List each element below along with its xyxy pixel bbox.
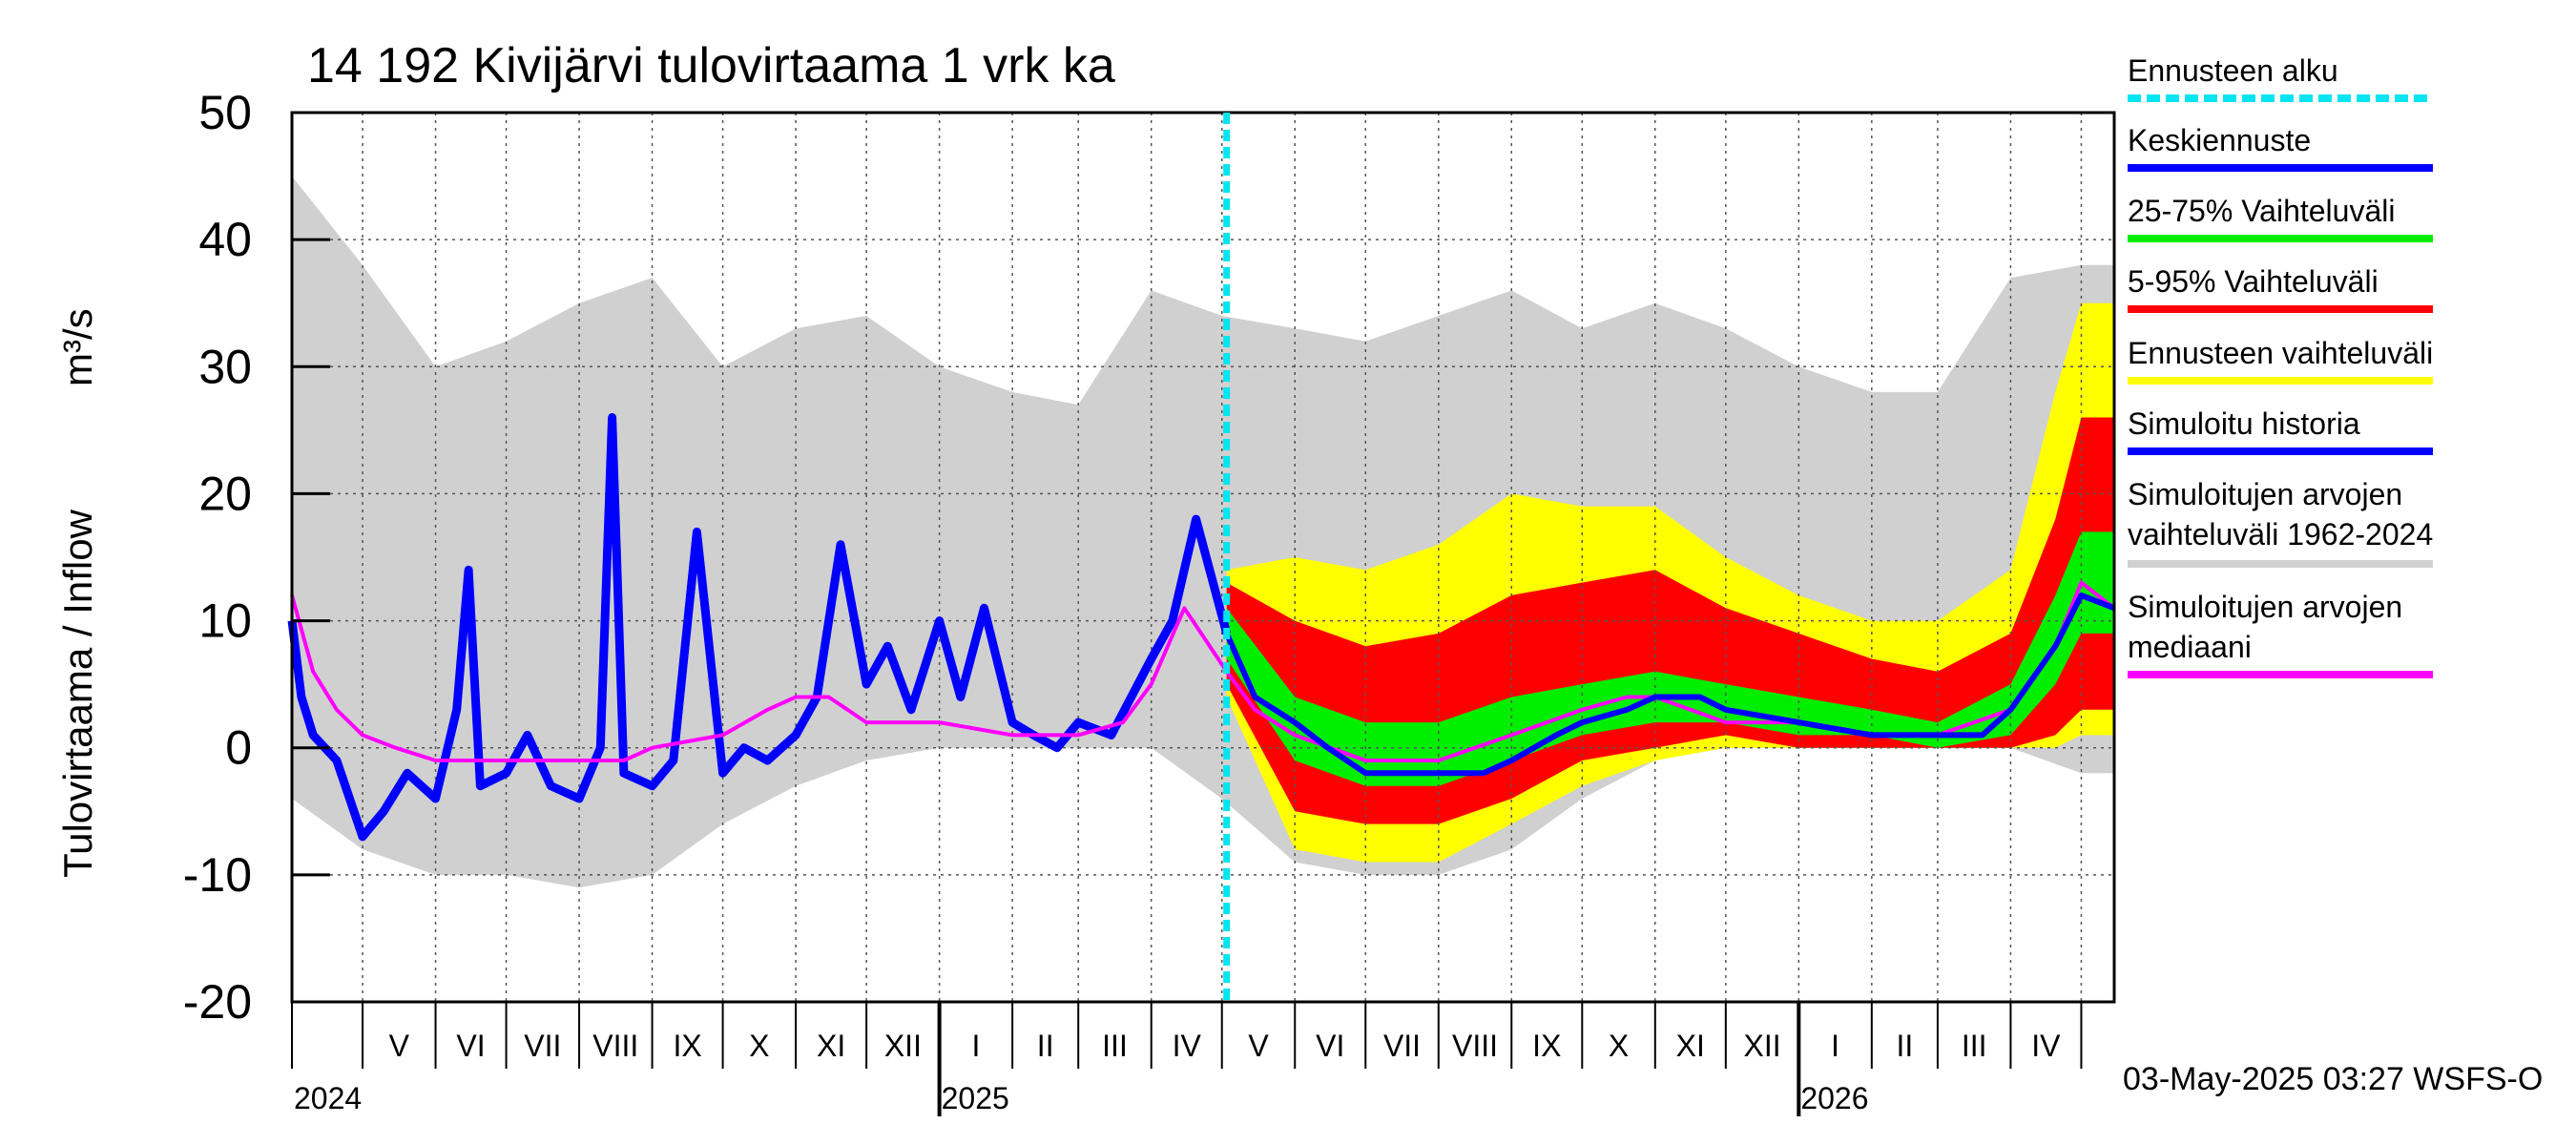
x-month-label: V — [389, 1029, 410, 1063]
x-year-label: 2026 — [1800, 1081, 1868, 1115]
legend-item: Simuloitu historia — [2128, 406, 2433, 455]
band-25-75-vaihteluv-li — [1226, 531, 2114, 786]
chart-title: 14 192 Kivijärvi tulovirtaama 1 vrk ka — [307, 38, 1115, 94]
legend-label: vaihteluväli 1962-2024 — [2128, 517, 2433, 552]
y-tick-label: 50 — [198, 86, 252, 139]
x-month-label: IV — [2031, 1029, 2061, 1063]
x-month-label: IV — [1173, 1029, 1202, 1063]
legend-item: 25-75% Vaihteluväli — [2128, 194, 2433, 242]
x-year-label: 2024 — [294, 1081, 362, 1115]
x-month-label: VI — [1316, 1029, 1344, 1063]
legend-label: mediaani — [2128, 630, 2252, 664]
x-month-label: I — [971, 1029, 980, 1063]
y-tick-label: 40 — [198, 213, 252, 266]
x-month-label: VII — [1383, 1029, 1421, 1063]
x-axis: V VI VII VIII IX X XI XII I II III IV V VI VII VIII IX X X… — [291, 1002, 2083, 1116]
x-month-label: XI — [1676, 1029, 1705, 1063]
x-month-label: V — [1248, 1029, 1269, 1063]
legend-item: Simuloitujen arvojen mediaani — [2128, 590, 2433, 678]
x-month-label: III — [1962, 1029, 1987, 1063]
y-tick-label: -20 — [183, 975, 252, 1029]
footer-timestamp: 03-May-2025 03:27 WSFS-O — [2123, 1061, 2543, 1097]
x-month-label: I — [1831, 1029, 1839, 1063]
legend-label: 25-75% Vaihteluväli — [2128, 194, 2395, 228]
legend-label: Ennusteen vaihteluväli — [2128, 336, 2433, 370]
x-month-label: X — [1609, 1029, 1629, 1063]
legend-label: Simuloitujen arvojen — [2128, 477, 2402, 511]
legend-label: Keskiennuste — [2128, 123, 2311, 157]
legend-item: Ennusteen alku — [2128, 53, 2433, 102]
grid-layer — [292, 113, 2114, 1002]
plot-frame — [290, 111, 2116, 1004]
x-month-label: XII — [1744, 1029, 1781, 1063]
legend-label: Ennusteen alku — [2128, 53, 2338, 88]
y-tick-label: 10 — [198, 594, 252, 648]
x-month-label: VI — [456, 1029, 485, 1063]
x-month-label: III — [1102, 1029, 1128, 1063]
legend-item: Simuloitujen arvojen vaihteluväli 1962-20… — [2128, 477, 2433, 568]
legend-label: Simuloitujen arvojen — [2128, 590, 2402, 624]
y-tick-label: -10 — [183, 848, 252, 902]
legend-item: Keskiennuste — [2128, 123, 2433, 172]
x-month-label: IX — [673, 1029, 701, 1063]
y-tick-label: 30 — [198, 340, 252, 393]
y-tick-label: 0 — [225, 721, 252, 775]
legend-item: Ennusteen vaihteluväli — [2128, 336, 2433, 385]
x-year-label: 2025 — [942, 1081, 1009, 1115]
x-month-label: VIII — [1452, 1029, 1498, 1063]
y-axis: -20 -10 0 10 20 30 40 50 — [183, 86, 330, 1029]
legend-label: Simuloitu historia — [2128, 406, 2360, 441]
y-tick-label: 20 — [198, 467, 252, 520]
y-axis-label: Tulovirtaama / Inflow — [55, 509, 100, 878]
series-line-simuloitu-historia — [287, 413, 1232, 842]
series-line-keskiennuste — [1223, 592, 2116, 777]
legend: Ennusteen alku Keskiennuste 25-75% Vaihtel… — [2128, 53, 2433, 678]
x-month-label: XI — [817, 1029, 845, 1063]
x-month-label: VIII — [592, 1029, 638, 1063]
x-month-label: VII — [524, 1029, 561, 1063]
x-month-label: IX — [1532, 1029, 1561, 1063]
x-month-label: XII — [884, 1029, 922, 1063]
x-month-label: II — [1037, 1029, 1054, 1063]
x-month-label: X — [749, 1029, 769, 1063]
legend-item: 5-95% Vaihteluväli — [2128, 264, 2433, 313]
x-month-label: II — [1897, 1029, 1914, 1063]
legend-label: 5-95% Vaihteluväli — [2128, 264, 2379, 299]
line-layer — [287, 413, 2116, 842]
y-axis-unit: m³/s — [55, 308, 100, 386]
